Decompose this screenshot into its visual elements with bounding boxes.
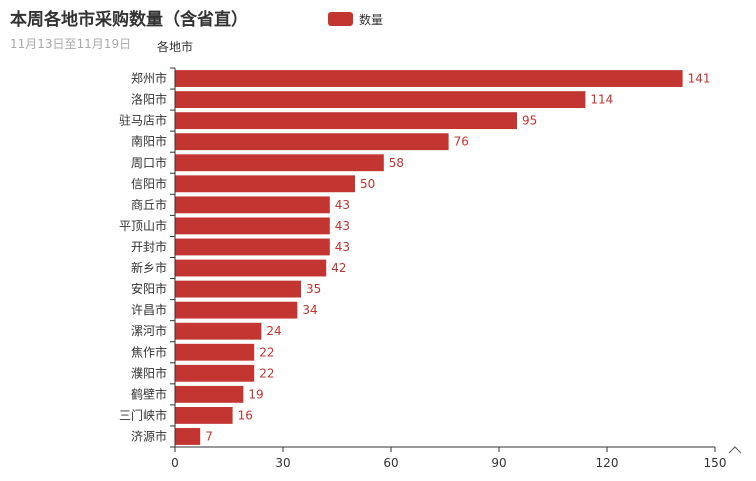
y-tick-label: 鹤壁市 <box>131 386 167 401</box>
y-tick-label: 濮阳市 <box>131 365 167 380</box>
y-tick-label: 安阳市 <box>131 281 167 296</box>
x-tick-label: 150 <box>704 456 727 470</box>
data-label: 43 <box>335 198 350 212</box>
data-label: 58 <box>389 156 404 170</box>
bar[interactable] <box>175 154 384 172</box>
y-tick-label: 三门峡市 <box>119 407 167 422</box>
data-label: 34 <box>302 303 317 317</box>
y-tick-label: 郑州市 <box>131 71 167 86</box>
data-label: 24 <box>266 324 281 338</box>
data-label: 43 <box>335 240 350 254</box>
bar[interactable] <box>175 175 356 193</box>
y-tick-label: 济源市 <box>131 428 167 443</box>
data-label: 50 <box>360 177 375 191</box>
bar[interactable] <box>175 364 255 382</box>
bar[interactable] <box>175 343 255 361</box>
data-label: 22 <box>259 345 274 359</box>
data-label: 76 <box>454 135 469 149</box>
y-axis-name: 各地市 <box>157 39 193 54</box>
legend[interactable]: 数量 <box>328 12 383 27</box>
data-label: 22 <box>259 366 274 380</box>
y-tick-label: 南阳市 <box>131 134 167 149</box>
data-label: 42 <box>331 261 346 275</box>
y-tick-label: 驻马店市 <box>119 113 167 128</box>
bar[interactable] <box>175 238 330 256</box>
bar[interactable] <box>175 322 262 340</box>
y-axis: 郑州市洛阳市驻马店市南阳市周口市信阳市商丘市平顶山市开封市新乡市安阳市许昌市漯河… <box>119 67 176 448</box>
data-label: 43 <box>335 219 350 233</box>
y-tick-label: 信阳市 <box>131 176 167 191</box>
x-tick-label: 30 <box>275 456 290 470</box>
data-label: 35 <box>306 282 321 296</box>
chart-title: 本周各地市采购数量（含省直） <box>10 9 248 30</box>
data-label: 95 <box>522 114 537 128</box>
bar[interactable] <box>175 385 244 403</box>
bars: 141 114 95 76 58 50 43 43 43 42 35 34 24 22 22 19 16 7 <box>175 70 711 445</box>
bar[interactable] <box>175 259 327 277</box>
y-tick-label: 平顶山市 <box>119 218 167 233</box>
data-label: 19 <box>248 387 263 401</box>
y-tick-label: 开封市 <box>131 239 167 254</box>
y-tick-label: 焦作市 <box>131 344 167 359</box>
chevron-up-icon[interactable] <box>728 446 742 454</box>
y-tick-label: 新乡市 <box>131 260 167 275</box>
bar[interactable] <box>175 406 233 424</box>
x-tick-label: 90 <box>491 456 506 470</box>
bar[interactable] <box>175 196 330 214</box>
bar[interactable] <box>175 280 302 298</box>
bar[interactable] <box>175 70 683 87</box>
bar[interactable] <box>175 301 298 319</box>
data-label: 141 <box>688 72 711 86</box>
bar[interactable] <box>175 133 449 151</box>
y-tick-label: 漯河市 <box>131 323 167 338</box>
x-axis: 0 30 60 90 120 150 <box>171 446 727 470</box>
data-label: 16 <box>238 408 253 422</box>
chart-subtitle: 11月13日至11月19日 <box>10 37 131 51</box>
legend-swatch[interactable] <box>328 12 353 26</box>
data-label: 114 <box>590 93 613 107</box>
x-tick-label: 120 <box>596 456 619 470</box>
y-tick-label: 周口市 <box>131 155 167 170</box>
bar[interactable] <box>175 112 518 130</box>
legend-label[interactable]: 数量 <box>359 12 383 27</box>
x-tick-label: 0 <box>171 456 179 470</box>
data-label: 7 <box>205 429 213 443</box>
bar[interactable] <box>175 217 330 235</box>
y-tick-label: 洛阳市 <box>131 92 167 107</box>
bar[interactable] <box>175 428 201 445</box>
y-tick-label: 商丘市 <box>131 197 167 212</box>
x-tick-label: 60 <box>383 456 398 470</box>
bar[interactable] <box>175 91 586 109</box>
y-tick-label: 许昌市 <box>131 302 167 317</box>
